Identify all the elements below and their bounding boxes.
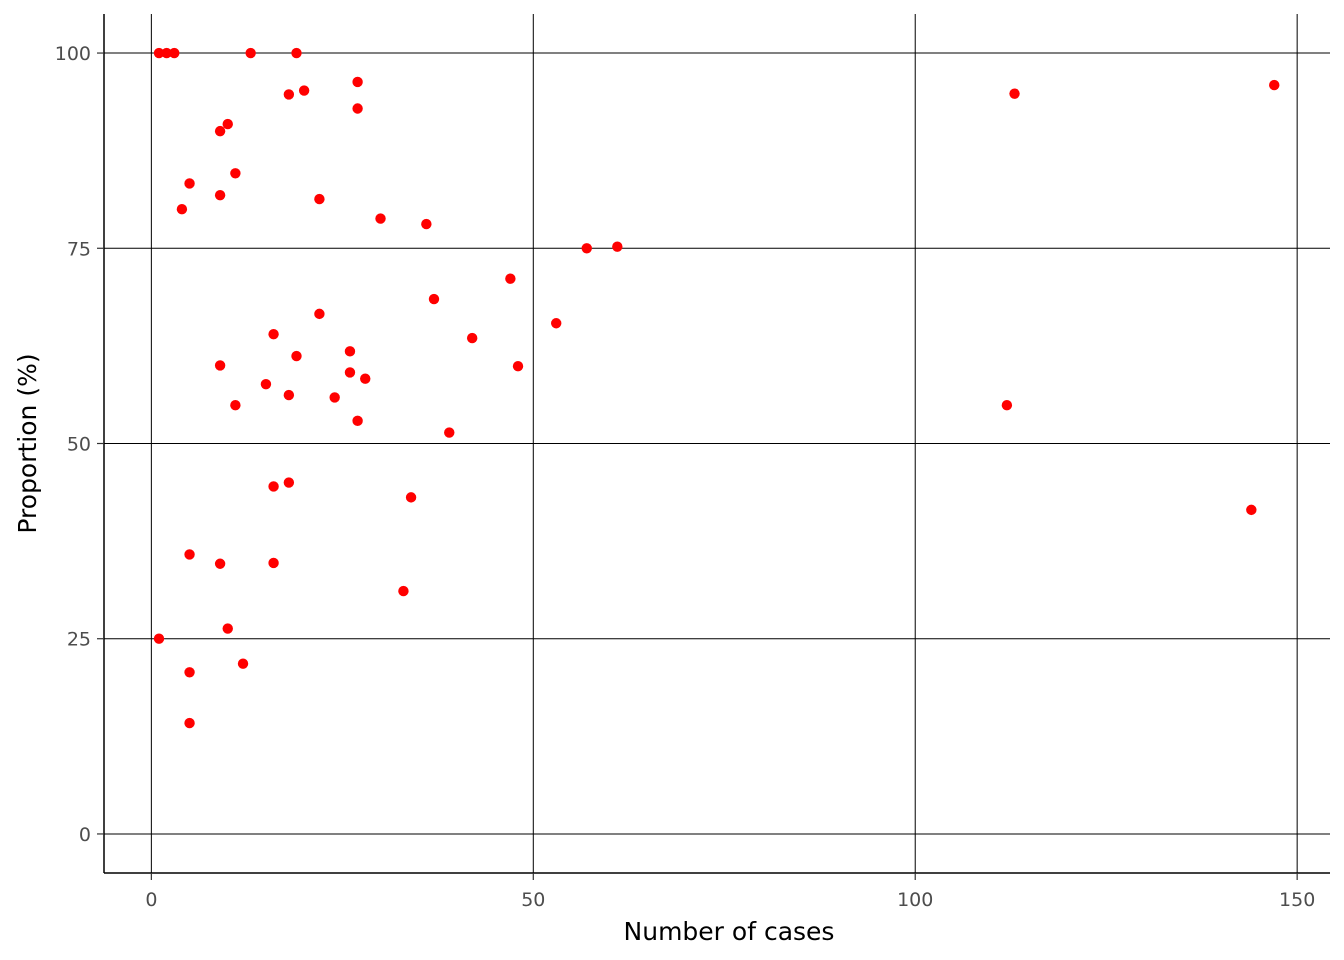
data-point — [581, 243, 592, 254]
data-point — [421, 218, 432, 230]
data-point — [444, 427, 455, 438]
grid — [104, 14, 1330, 873]
data-point — [344, 346, 356, 357]
data-point — [222, 623, 233, 634]
data-point — [1269, 79, 1280, 91]
y-tick-label: 25 — [67, 629, 91, 651]
data-point — [237, 658, 249, 669]
data-point — [214, 558, 226, 569]
data-point — [352, 103, 363, 114]
data-point — [505, 273, 516, 284]
data-point — [298, 85, 310, 96]
data-point — [428, 293, 440, 305]
data-point — [1001, 400, 1013, 411]
data-point — [466, 332, 478, 344]
axis-ticks: 0 50 100 150 0 25 50 75 100 — [55, 43, 1316, 911]
data-point — [184, 178, 195, 189]
data-point — [161, 47, 172, 59]
y-tick-label: 100 — [55, 43, 91, 65]
data-point — [291, 350, 302, 362]
data-points — [153, 47, 1280, 729]
data-point — [153, 47, 165, 59]
data-point — [230, 168, 241, 179]
data-point — [184, 667, 195, 678]
data-point — [268, 557, 279, 569]
data-point — [344, 367, 356, 378]
x-axis-title: Number of cases — [624, 917, 835, 946]
data-point — [1246, 504, 1257, 516]
x-tick-label: 150 — [1279, 889, 1315, 911]
data-point — [283, 389, 295, 401]
data-point — [245, 47, 256, 59]
data-point — [405, 492, 417, 503]
data-point — [230, 400, 241, 411]
data-point — [260, 378, 272, 390]
data-point — [551, 318, 562, 329]
data-point — [329, 392, 340, 403]
data-point — [1009, 88, 1020, 99]
y-tick-label: 50 — [67, 434, 91, 456]
x-tick-label: 0 — [145, 889, 157, 911]
data-point — [612, 241, 623, 252]
data-point — [214, 125, 226, 137]
y-tick-label: 0 — [79, 824, 91, 846]
data-point — [169, 47, 180, 59]
data-point — [176, 204, 188, 215]
data-point — [268, 481, 279, 492]
data-point — [352, 76, 363, 88]
data-point — [214, 189, 226, 201]
data-point — [283, 477, 295, 488]
x-tick-label: 50 — [521, 889, 545, 911]
data-point — [184, 717, 195, 729]
data-point — [291, 47, 302, 59]
data-point — [314, 193, 325, 205]
data-point — [268, 328, 279, 340]
data-point — [352, 415, 363, 427]
data-point — [375, 213, 386, 224]
data-point — [153, 633, 165, 644]
y-tick-label: 75 — [67, 238, 91, 260]
data-point — [283, 89, 295, 100]
data-point — [398, 585, 409, 597]
y-axis-title: Proportion (%) — [13, 353, 42, 533]
data-point — [512, 360, 524, 372]
x-tick-label: 100 — [897, 889, 933, 911]
data-point — [214, 360, 226, 371]
data-point — [222, 118, 233, 130]
data-point — [360, 373, 371, 384]
data-point — [314, 308, 325, 320]
data-point — [184, 549, 195, 560]
